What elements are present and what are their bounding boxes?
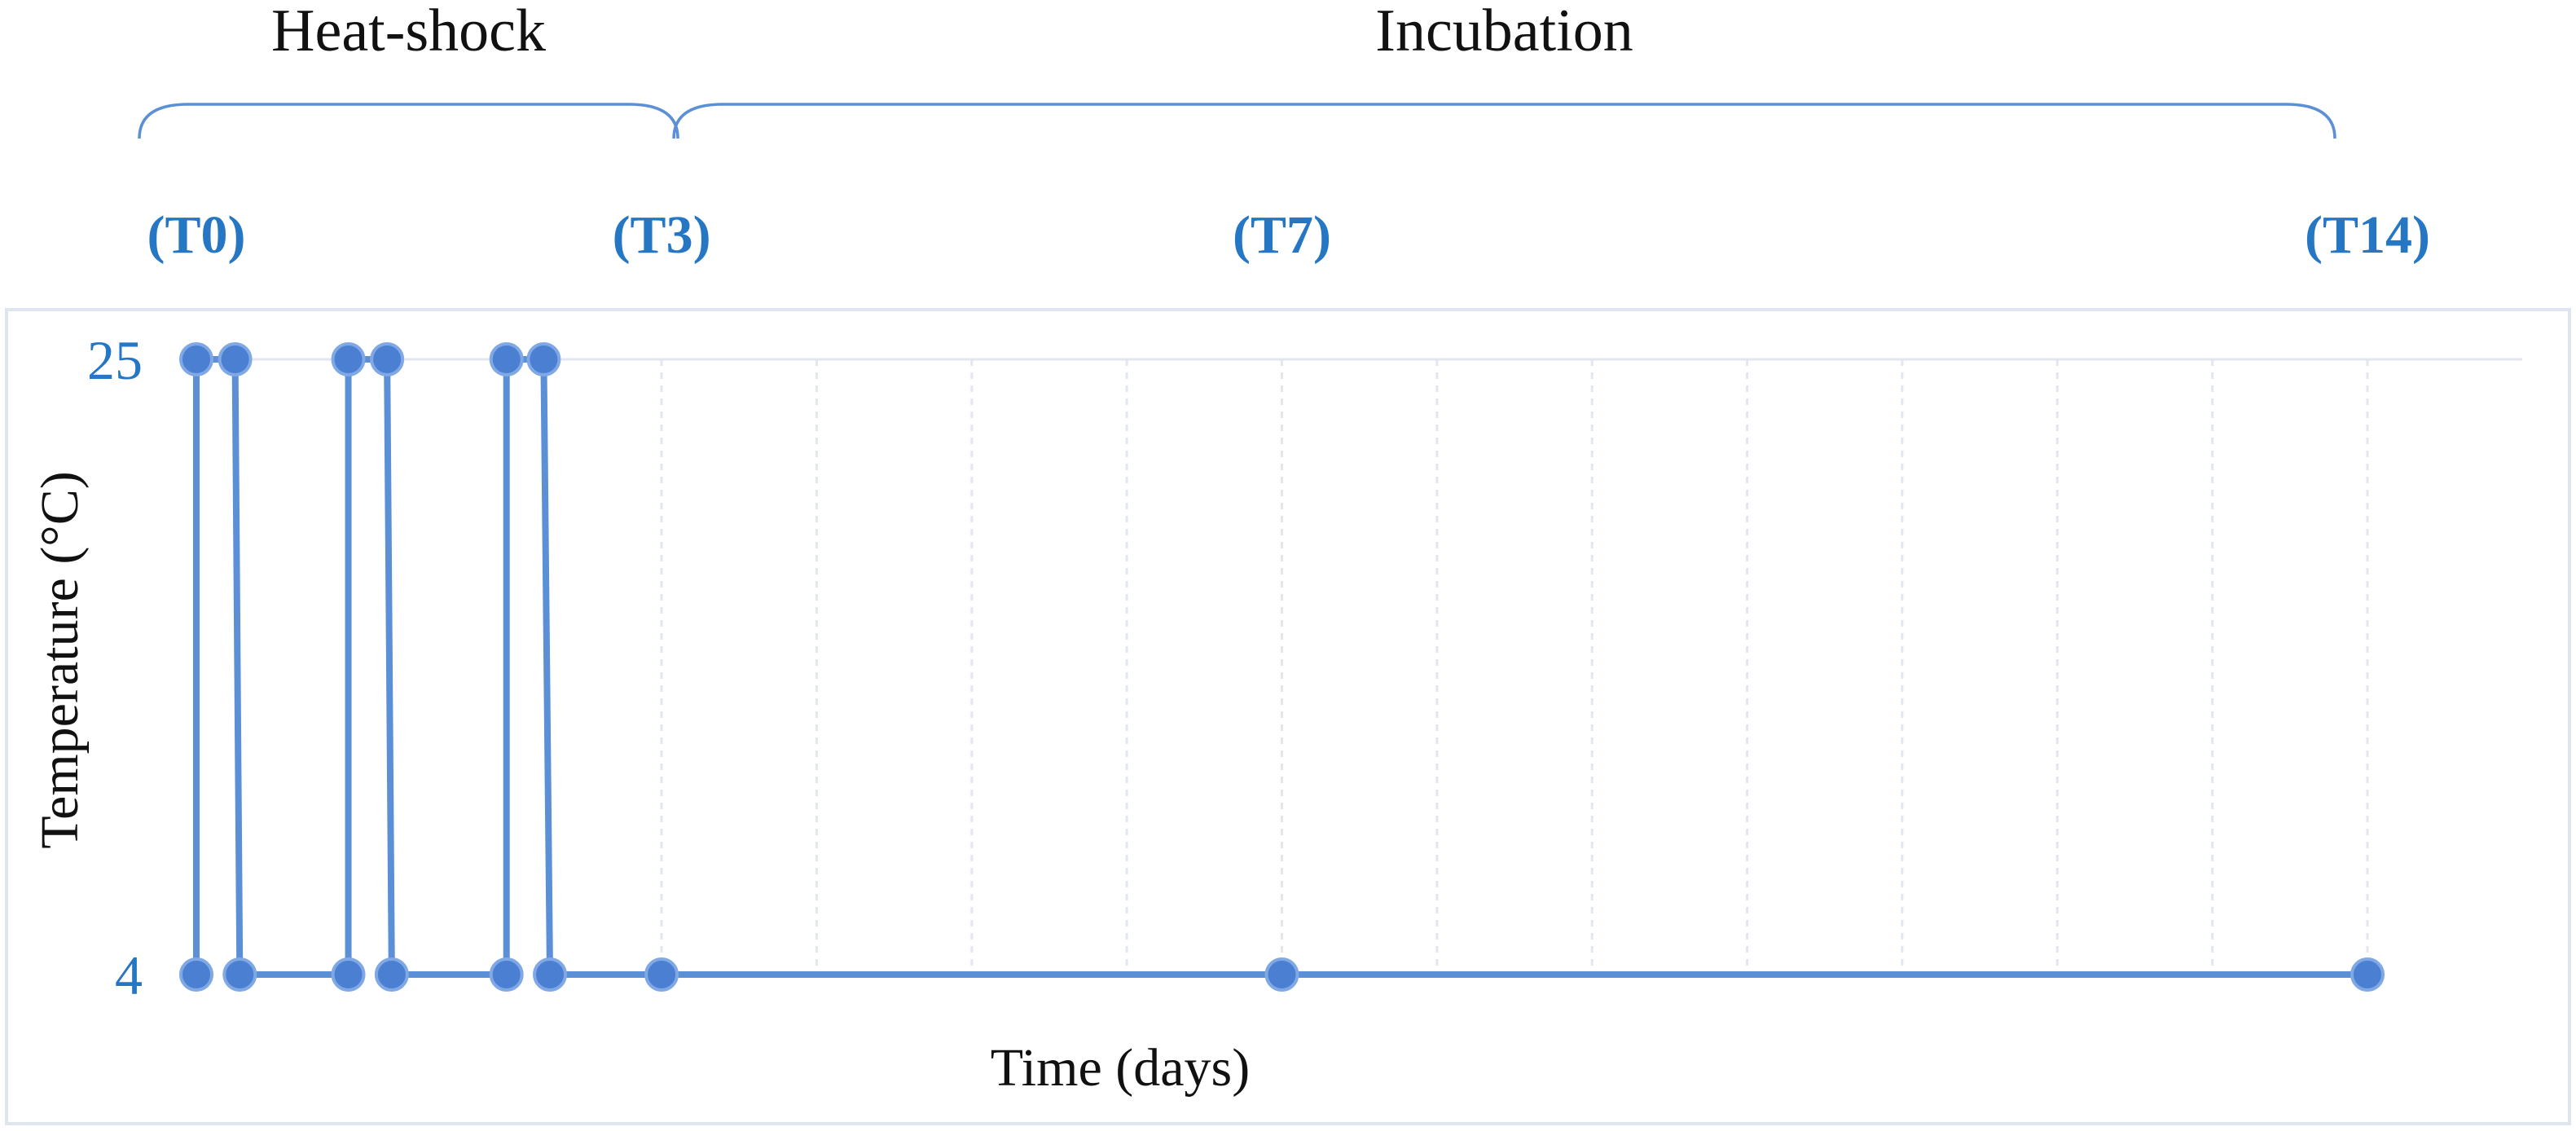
data-point-12 [644,957,679,992]
data-point-3 [222,957,257,992]
series-temperature [179,342,2385,992]
data-point-4 [331,957,366,992]
phase-bracket-incubation [672,103,2336,139]
data-point-5 [331,342,366,376]
timepoint-label-t7: (T7) [1233,205,1331,265]
timepoint-label-t3: (T3) [613,205,711,265]
phase-label-heat-shock: Heat-shock [271,0,546,64]
data-point-7 [374,957,409,992]
phase-bracket-heat-shock [138,103,679,139]
data-point-9 [489,342,524,376]
timepoint-label-t14: (T14) [2305,205,2430,265]
ytick-label-25: 25 [87,329,143,391]
data-point-8 [489,957,524,992]
x-axis-title: Time (days) [991,1038,1250,1098]
gridlines [196,358,2522,975]
timepoint-labels: (T0) (T3) (T7) (T14) [147,205,2430,265]
data-point-11 [533,957,568,992]
y-ticks: 25 4 [87,329,143,1006]
timepoint-label-t0: (T0) [147,205,246,265]
phase-label-incubation: Incubation [1375,0,1633,64]
data-point-13 [1264,957,1299,992]
data-point-6 [370,342,405,376]
data-point-14 [2350,957,2385,992]
data-point-1 [179,342,213,376]
data-point-10 [526,342,561,376]
data-point-0 [179,957,213,992]
phase-brackets: Heat-shock Incubation [138,0,2336,139]
data-point-2 [218,342,253,376]
y-axis-title: Temperature (°C) [30,471,90,848]
ytick-label-4: 4 [115,944,143,1006]
